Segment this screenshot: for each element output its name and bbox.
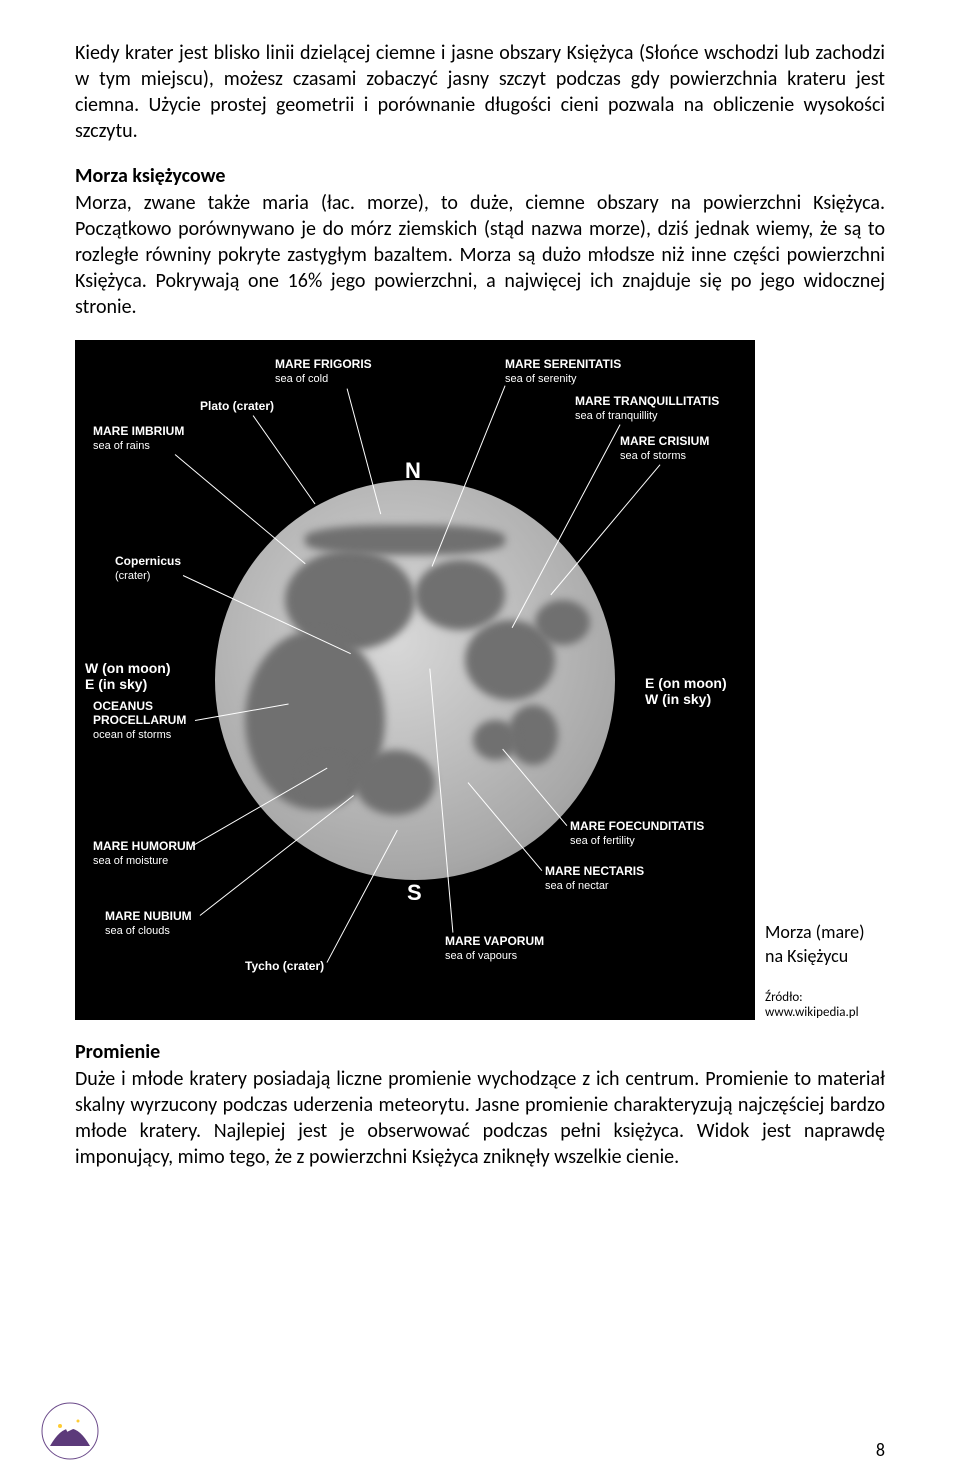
heading-promienie: Promienie bbox=[75, 1040, 885, 1064]
label-serenitatis: MARE SERENITATISsea of serenity bbox=[505, 358, 621, 386]
body-morza: Morza, zwane także maria (łac. morze), t… bbox=[75, 190, 885, 320]
figure-source: Źródło: www.wikipedia.pl bbox=[765, 990, 885, 1020]
label-oceanus: OCEANUSPROCELLARUMocean of storms bbox=[93, 700, 186, 741]
label-tranquillitatis: MARE TRANQUILLITATISsea of tranquillity bbox=[575, 395, 719, 423]
label-humorum: MARE HUMORUMsea of moisture bbox=[93, 840, 196, 868]
label-w-moon: W (on moon)E (in sky) bbox=[85, 660, 171, 692]
label-nectaris: MARE NECTARISsea of nectar bbox=[545, 865, 644, 893]
galileoscope-logo-icon bbox=[40, 1401, 100, 1461]
label-foecunditatis: MARE FOECUNDITATISsea of fertility bbox=[570, 820, 704, 848]
moon-diagram: N S MARE FRIGORISsea of cold Plato (crat… bbox=[75, 340, 755, 1020]
label-tycho: Tycho (crater) bbox=[245, 960, 324, 974]
label-imbrium: MARE IMBRIUMsea of rains bbox=[93, 425, 184, 453]
label-nubium: MARE NUBIUMsea of clouds bbox=[105, 910, 192, 938]
label-crisium: MARE CRISIUMsea of storms bbox=[620, 435, 709, 463]
cardinal-s: S bbox=[407, 880, 422, 906]
page-number: 8 bbox=[876, 1439, 885, 1461]
label-vaporum: MARE VAPORUMsea of vapours bbox=[445, 935, 544, 963]
page-footer: 8 bbox=[40, 1401, 885, 1461]
heading-morza: Morza księżycowe bbox=[75, 164, 885, 188]
label-frigoris: MARE FRIGORISsea of cold bbox=[275, 358, 372, 386]
intro-paragraph: Kiedy krater jest blisko linii dzielącej… bbox=[75, 40, 885, 144]
label-plato: Plato (crater) bbox=[200, 400, 274, 414]
label-e-moon: E (on moon)W (in sky) bbox=[645, 675, 727, 707]
cardinal-n: N bbox=[405, 458, 421, 484]
label-copernicus: Copernicus(crater) bbox=[115, 555, 181, 583]
body-promienie: Duże i młode kratery posiadają liczne pr… bbox=[75, 1066, 885, 1170]
moon-figure-wrap: N S MARE FRIGORISsea of cold Plato (crat… bbox=[75, 340, 885, 1020]
figure-caption-side: Morza (mare) na Księżycu Źródło: www.wik… bbox=[765, 921, 885, 1020]
